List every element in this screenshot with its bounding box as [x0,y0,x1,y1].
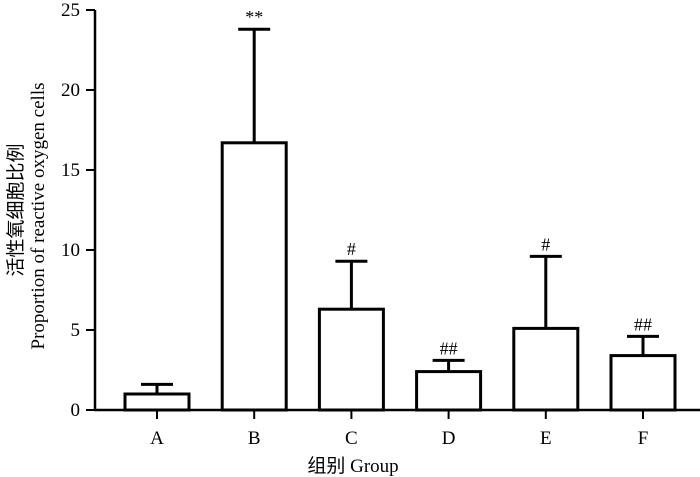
x-tick-label: E [540,428,552,449]
bar [317,307,385,412]
significance-marker: ** [245,7,263,27]
x-tick-label: A [150,428,164,449]
significance-marker: ## [440,338,458,358]
x-tick-label: D [442,428,456,449]
bar [123,392,191,412]
x-tick-label: F [638,428,649,449]
x-tick-label: C [345,428,358,449]
y-tick-label: 25 [61,0,80,21]
x-tick-label: B [248,428,261,449]
y-tick-label: 15 [61,160,80,181]
significance-marker: # [347,239,356,259]
y-axis-title-chinese: 活性氧细胞比例 [5,143,27,276]
y-ticks: 0 5 10 15 20 25 [61,0,95,421]
bar [609,354,677,412]
significance-marker: ## [634,314,652,334]
y-tick-label: 0 [71,400,81,421]
bar [415,370,483,412]
y-tick-label: 10 [61,240,80,261]
significance-marker: # [541,234,550,254]
y-axis-title-english: Proportion of reactive oxygen cells [28,83,49,350]
axes [93,10,700,412]
bars: **###### [123,7,677,412]
bar [512,326,580,412]
x-ticks: A B C D E F [150,410,648,449]
x-axis-title: 组别 Group [307,455,398,477]
y-tick-label: 20 [61,80,80,101]
y-tick-label: 5 [71,320,81,341]
bar [220,141,288,412]
